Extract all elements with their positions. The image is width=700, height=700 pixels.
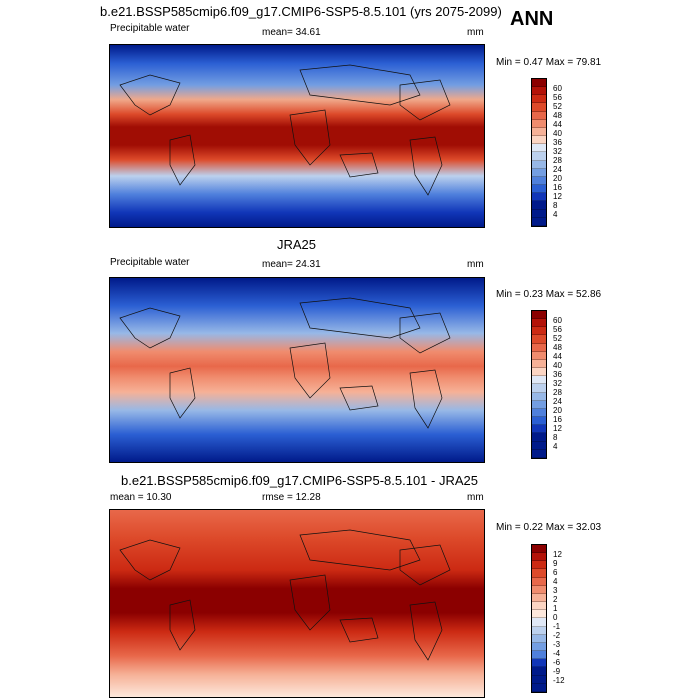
- panel3-units: mm: [467, 492, 484, 503]
- panel2-cb-label: 48: [553, 343, 562, 352]
- panel1-colorbar: [531, 78, 547, 227]
- panel2-cb-label: 16: [553, 415, 562, 424]
- panel2-cb-label: 12: [553, 424, 562, 433]
- panel1-cb-label: 48: [553, 111, 562, 120]
- panel2-cb-label: 44: [553, 352, 562, 361]
- panel2-map: [109, 277, 485, 463]
- panel3-cb-label: -2: [553, 631, 561, 640]
- panel2-cb-label: 8: [553, 433, 558, 442]
- panel3-cb-label: -9: [553, 667, 561, 676]
- panel1-mean: mean= 34.61: [262, 27, 321, 38]
- panel3-cb-label: 0: [553, 613, 558, 622]
- panel3-cb-label: -6: [553, 658, 561, 667]
- panel1-map: [109, 44, 485, 228]
- panel2-variable: Precipitable water: [110, 257, 190, 268]
- panel3-rmse: rmse = 12.28: [262, 492, 321, 503]
- panel1-variable: Precipitable water: [110, 23, 190, 34]
- panel3-mean: mean = 10.30: [110, 492, 172, 503]
- panel2-cb-label: 52: [553, 334, 562, 343]
- panel3-cb-label: 4: [553, 577, 558, 586]
- panel2-cb-label: 36: [553, 370, 562, 379]
- panel1-cb-label: 44: [553, 120, 562, 129]
- season-label: ANN: [510, 8, 554, 30]
- panel3-minmax: Min = 0.22 Max = 32.03: [496, 522, 602, 533]
- panel2-minmax: Min = 0.23 Max = 52.86: [496, 289, 602, 300]
- panel1-minmax: Min = 0.47 Max = 79.81: [496, 57, 602, 68]
- panel1-cb-label: 8: [553, 201, 558, 210]
- panel1-cb-label: 12: [553, 192, 562, 201]
- panel1-cb-label: 16: [553, 183, 562, 192]
- panel1-units: mm: [467, 27, 484, 38]
- main-title: b.e21.BSSP585cmip6.f09_g17.CMIP6-SSP5-8.…: [100, 4, 502, 19]
- panel3-cb-label: 9: [553, 559, 558, 568]
- panel3-cb-label: -3: [553, 640, 561, 649]
- panel2-mean: mean= 24.31: [262, 259, 321, 270]
- panel3-cb-label: -12: [553, 676, 565, 685]
- panel1-cb-label: 24: [553, 165, 562, 174]
- panel3-cb-label: 2: [553, 595, 558, 604]
- panel2-units: mm: [467, 259, 484, 270]
- panel1-cb-label: 36: [553, 138, 562, 147]
- panel2-cb-label: 24: [553, 397, 562, 406]
- panel3-cb-label: -1: [553, 622, 561, 631]
- panel2-cb-label: 4: [553, 442, 558, 451]
- panel1-cb-label: 52: [553, 102, 562, 111]
- panel3-cb-label: 12: [553, 550, 562, 559]
- panel2-cb-label: 20: [553, 406, 562, 415]
- panel1-cb-label: 40: [553, 129, 562, 138]
- panel2-cb-label: 40: [553, 361, 562, 370]
- panel3-cb-label: 3: [553, 586, 558, 595]
- panel2-title: JRA25: [277, 237, 317, 252]
- panel1-cb-label: 4: [553, 210, 558, 219]
- panel2-cb-label: 56: [553, 325, 562, 334]
- panel1-cb-label: 60: [553, 84, 562, 93]
- panel2-cb-label: 60: [553, 316, 562, 325]
- panel1-cb-label: 32: [553, 147, 562, 156]
- panel1-cb-label: 20: [553, 174, 562, 183]
- panel3-cb-label: -4: [553, 649, 561, 658]
- panel2-cb-label: 32: [553, 379, 562, 388]
- panel2-cb-label: 28: [553, 388, 562, 397]
- panel1-cb-label: 28: [553, 156, 562, 165]
- panel3-cb-label: 1: [553, 604, 558, 613]
- panel3-map: [109, 509, 485, 698]
- panel3-cb-label: 6: [553, 568, 558, 577]
- panel3-title: b.e21.BSSP585cmip6.f09_g17.CMIP6-SSP5-8.…: [121, 473, 478, 488]
- panel1-cb-label: 56: [553, 93, 562, 102]
- panel2-colorbar: [531, 310, 547, 459]
- panel3-colorbar: [531, 544, 547, 693]
